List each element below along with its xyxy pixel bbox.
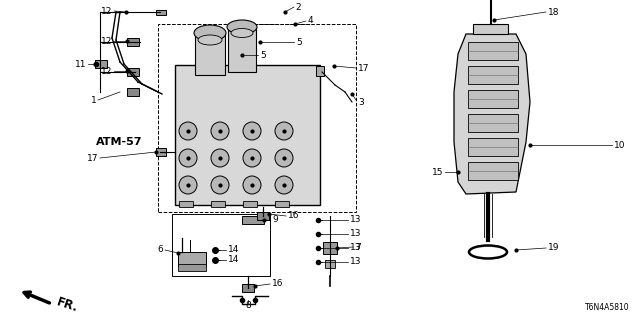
Text: 5: 5	[260, 51, 266, 60]
Polygon shape	[473, 24, 508, 34]
Text: ATM-57: ATM-57	[96, 137, 143, 147]
Circle shape	[275, 122, 293, 140]
Bar	[158, 24, 356, 212]
Text: 5: 5	[296, 37, 301, 46]
Text: 18: 18	[548, 7, 559, 17]
Bar	[127, 38, 139, 46]
Text: 12: 12	[100, 67, 112, 76]
Bar	[172, 214, 270, 276]
Polygon shape	[454, 34, 530, 194]
Text: 8: 8	[245, 301, 251, 310]
Bar	[178, 264, 206, 271]
Bar	[127, 68, 139, 76]
Text: 13: 13	[350, 244, 362, 252]
Circle shape	[179, 122, 197, 140]
Bar	[257, 212, 269, 220]
Bar	[325, 260, 335, 268]
Text: 9: 9	[272, 215, 278, 225]
Circle shape	[211, 122, 229, 140]
Text: 1: 1	[92, 95, 97, 105]
Bar	[179, 201, 193, 207]
Bar	[211, 201, 225, 207]
Text: FR.: FR.	[55, 295, 80, 315]
Circle shape	[179, 176, 197, 194]
Circle shape	[275, 176, 293, 194]
Ellipse shape	[198, 35, 222, 45]
Ellipse shape	[227, 20, 257, 34]
Text: 7: 7	[355, 243, 361, 252]
Bar	[195, 33, 225, 75]
Text: 15: 15	[431, 167, 443, 177]
Ellipse shape	[231, 28, 253, 37]
Circle shape	[243, 122, 261, 140]
Circle shape	[243, 149, 261, 167]
Text: T6N4A5810: T6N4A5810	[586, 303, 630, 312]
Bar	[468, 162, 518, 180]
Bar	[468, 90, 518, 108]
Bar	[242, 284, 254, 292]
Bar	[178, 252, 206, 266]
Bar	[156, 10, 166, 15]
Bar	[316, 66, 324, 76]
Text: 6: 6	[157, 245, 163, 254]
Text: 13: 13	[350, 215, 362, 225]
Bar	[323, 242, 337, 254]
Circle shape	[179, 149, 197, 167]
Text: 2: 2	[295, 3, 301, 12]
Text: 11: 11	[74, 60, 86, 68]
Bar	[127, 88, 139, 96]
Text: 14: 14	[228, 255, 239, 265]
Text: 13: 13	[350, 258, 362, 267]
Text: 3: 3	[358, 98, 364, 107]
Bar	[228, 27, 256, 72]
Text: 14: 14	[228, 245, 239, 254]
Bar	[175, 65, 320, 205]
Text: 4: 4	[308, 15, 314, 25]
Text: 19: 19	[548, 244, 559, 252]
Bar	[156, 148, 166, 156]
Text: 17: 17	[358, 63, 369, 73]
Circle shape	[211, 176, 229, 194]
Circle shape	[243, 176, 261, 194]
Bar	[468, 42, 518, 60]
Text: 17: 17	[86, 154, 98, 163]
Bar	[243, 201, 257, 207]
Bar	[468, 114, 518, 132]
Text: 10: 10	[614, 140, 625, 149]
Bar	[468, 66, 518, 84]
Circle shape	[275, 149, 293, 167]
Bar	[468, 138, 518, 156]
Circle shape	[211, 149, 229, 167]
Text: 12: 12	[100, 6, 112, 15]
Bar	[242, 216, 264, 224]
Text: 13: 13	[350, 229, 362, 238]
Text: 12: 12	[100, 36, 112, 45]
Text: 16: 16	[288, 212, 300, 220]
Ellipse shape	[194, 25, 226, 41]
Bar	[275, 201, 289, 207]
Bar	[95, 60, 107, 68]
Text: 16: 16	[272, 279, 284, 289]
